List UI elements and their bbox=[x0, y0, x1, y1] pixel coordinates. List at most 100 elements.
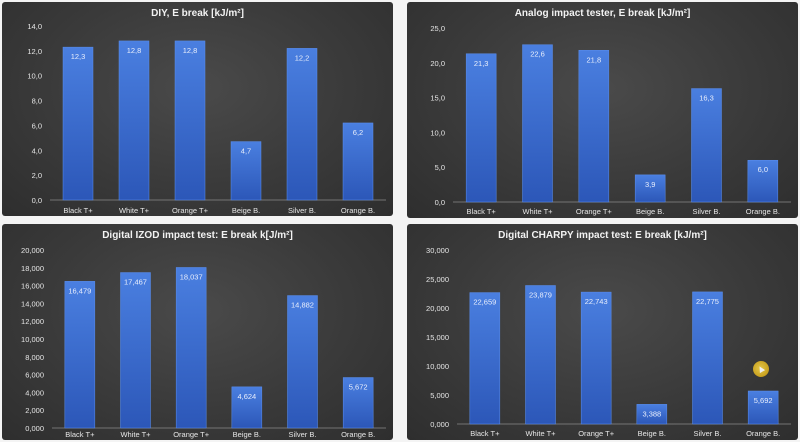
bar bbox=[747, 159, 779, 203]
y-tick-label: 6,000 bbox=[25, 371, 44, 380]
bar-value-label: 5,692 bbox=[754, 396, 773, 405]
chart-title: Analog impact tester, E break [kJ/m²] bbox=[515, 8, 691, 19]
bar bbox=[525, 285, 556, 425]
bar-value-label: 12,2 bbox=[295, 53, 310, 62]
y-tick-label: 16,000 bbox=[21, 282, 44, 291]
bar-value-label: 5,672 bbox=[349, 383, 368, 392]
x-category-label: Beige B. bbox=[233, 430, 261, 439]
bar-value-label: 18,037 bbox=[180, 272, 203, 281]
bar bbox=[62, 46, 94, 201]
y-tick-label: 10,000 bbox=[426, 362, 449, 371]
chart-title: Digital CHARPY impact test: E break [kJ/… bbox=[498, 230, 707, 241]
x-category-label: Orange T+ bbox=[576, 207, 613, 216]
bar-value-label: 21,3 bbox=[474, 59, 489, 68]
bar-value-label: 6,0 bbox=[758, 165, 768, 174]
bar bbox=[522, 44, 553, 203]
bar-value-label: 12,3 bbox=[71, 52, 86, 61]
y-tick-label: 14,0 bbox=[27, 22, 42, 31]
chart-panel-izod: Digital IZOD impact test: E break k[J/m²… bbox=[2, 224, 393, 440]
y-tick-label: 25,0 bbox=[430, 24, 445, 33]
bar-value-label: 22,775 bbox=[696, 297, 719, 306]
x-category-label: White T+ bbox=[119, 206, 150, 215]
x-category-label: Orange T+ bbox=[173, 430, 210, 439]
bar bbox=[118, 40, 150, 201]
x-category-label: White T+ bbox=[120, 430, 151, 439]
bar bbox=[342, 377, 374, 429]
bar-value-label: 16,479 bbox=[68, 286, 91, 295]
chart-panel-diy: DIY, E break [kJ/m²] 0,0 2,0 4,0 6,0 8,0 10,0 1… bbox=[2, 2, 393, 216]
x-category-label: Black T+ bbox=[65, 430, 95, 439]
y-tick-label: 6,0 bbox=[32, 121, 42, 130]
y-tick-label: 15,000 bbox=[426, 333, 449, 342]
y-tick-label: 20,000 bbox=[426, 304, 449, 313]
x-category-label: Orange B. bbox=[341, 430, 375, 439]
x-category-label: Orange B. bbox=[341, 206, 375, 215]
x-category-label: Silver B. bbox=[693, 207, 721, 216]
y-tick-label: 20,000 bbox=[21, 246, 44, 255]
y-tick-label: 5,000 bbox=[430, 391, 449, 400]
y-tick-label: 4,000 bbox=[25, 388, 44, 397]
y-tick-label: 0,000 bbox=[25, 424, 44, 433]
chart-charpy: Digital CHARPY impact test: E break [kJ/… bbox=[426, 230, 791, 438]
x-category-label: Black T+ bbox=[63, 206, 93, 215]
bar bbox=[634, 174, 666, 203]
y-tick-label: 4,0 bbox=[32, 146, 42, 155]
bar-value-label: 6,2 bbox=[353, 128, 363, 137]
bar bbox=[465, 53, 497, 203]
x-category-label: Orange T+ bbox=[172, 206, 209, 215]
bar bbox=[469, 292, 501, 425]
y-tick-label: 10,0 bbox=[27, 72, 42, 81]
x-category-label: Beige B. bbox=[232, 206, 260, 215]
bar-value-label: 23,879 bbox=[529, 291, 552, 300]
y-tick-label: 12,0 bbox=[27, 47, 42, 56]
bar bbox=[578, 50, 610, 203]
bar bbox=[286, 48, 318, 201]
bar-value-label: 3,9 bbox=[645, 180, 655, 189]
x-category-label: Beige B. bbox=[636, 207, 664, 216]
chart-izod: Digital IZOD impact test: E break k[J/m²… bbox=[21, 230, 386, 439]
y-tick-label: 2,0 bbox=[32, 171, 42, 180]
y-tick-label: 0,0 bbox=[32, 196, 42, 205]
bar bbox=[747, 390, 779, 425]
y-tick-label: 25,000 bbox=[426, 275, 449, 284]
x-category-label: Silver B. bbox=[288, 206, 316, 215]
x-category-label: Beige B. bbox=[638, 429, 666, 438]
y-tick-label: 15,0 bbox=[430, 94, 445, 103]
y-tick-label: 8,000 bbox=[25, 353, 44, 362]
bar bbox=[175, 267, 207, 429]
bar-value-label: 12,8 bbox=[183, 46, 198, 55]
chart-panel-charpy: Digital CHARPY impact test: E break [kJ/… bbox=[407, 224, 798, 440]
bar bbox=[691, 88, 722, 203]
chart-panel-analog: Analog impact tester, E break [kJ/m²] 0,0… bbox=[407, 2, 798, 218]
mouse-pointer-highlight-icon bbox=[753, 361, 769, 377]
y-tick-label: 20,0 bbox=[430, 59, 445, 68]
y-tick-label: 8,0 bbox=[32, 97, 42, 106]
bar-value-label: 16,3 bbox=[699, 94, 714, 103]
bar bbox=[636, 404, 668, 425]
bar-value-label: 12,8 bbox=[127, 46, 142, 55]
chart-title: Digital IZOD impact test: E break k[J/m²… bbox=[102, 230, 293, 241]
chart-diy: DIY, E break [kJ/m²] 0,0 2,0 4,0 6,0 8,0 10,0 1… bbox=[27, 8, 386, 215]
bar-value-label: 22,743 bbox=[585, 297, 608, 306]
bar-value-label: 22,6 bbox=[530, 50, 545, 59]
y-tick-label: 10,000 bbox=[21, 335, 44, 344]
bar bbox=[580, 291, 612, 425]
x-category-label: Orange B. bbox=[746, 207, 780, 216]
y-tick-label: 12,000 bbox=[21, 317, 44, 326]
x-category-label: White T+ bbox=[522, 207, 553, 216]
y-tick-label: 2,000 bbox=[25, 406, 44, 415]
bar bbox=[692, 291, 723, 425]
bar bbox=[231, 386, 263, 429]
y-tick-label: 30,000 bbox=[426, 246, 449, 255]
x-category-label: Silver B. bbox=[289, 430, 317, 439]
bar bbox=[287, 295, 318, 429]
bar-value-label: 4,7 bbox=[241, 147, 251, 156]
y-tick-label: 0,0 bbox=[435, 198, 445, 207]
x-category-label: Orange T+ bbox=[578, 429, 615, 438]
bar-value-label: 21,8 bbox=[587, 55, 602, 64]
bar bbox=[64, 281, 96, 429]
bar-value-label: 3,388 bbox=[642, 409, 661, 418]
bar-value-label: 17,467 bbox=[124, 278, 147, 287]
y-tick-label: 5,0 bbox=[435, 163, 445, 172]
bar bbox=[342, 122, 374, 201]
